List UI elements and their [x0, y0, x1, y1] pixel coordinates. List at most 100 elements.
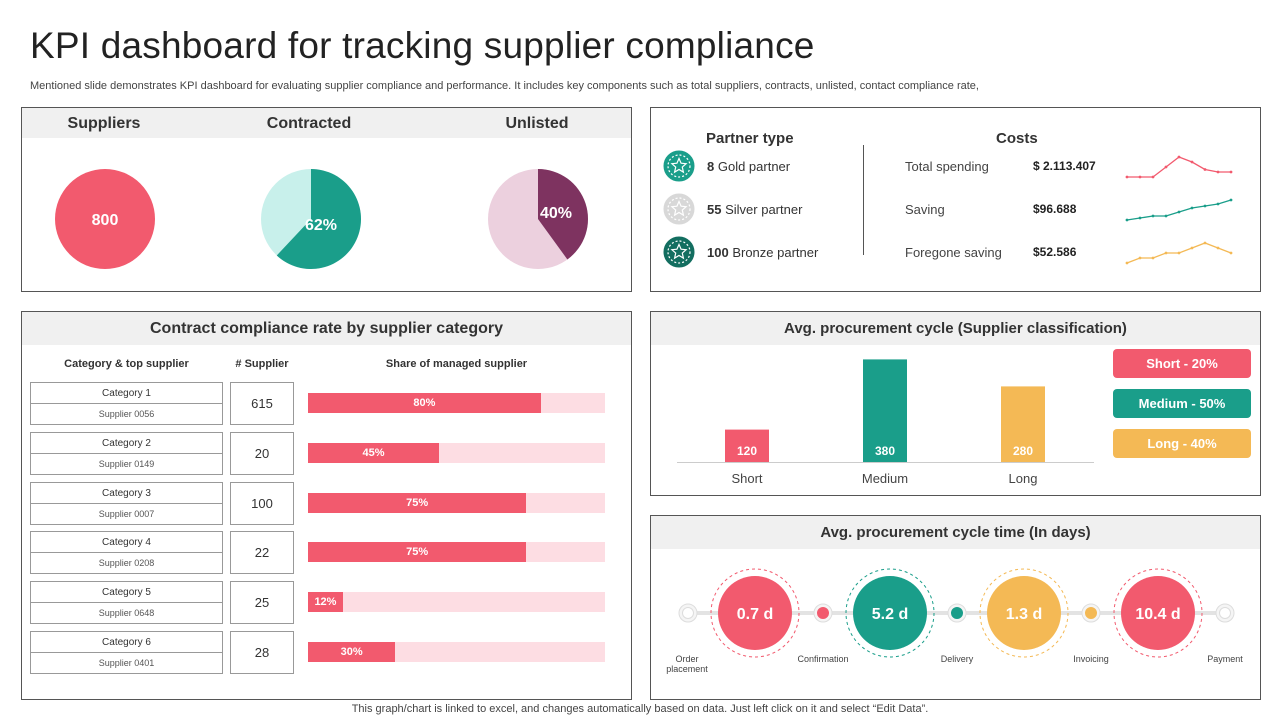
- cost-name: Foregone saving: [905, 245, 1002, 260]
- step-node: [817, 607, 829, 619]
- supplier-count: 100: [230, 481, 294, 525]
- sparkline-point: [1229, 251, 1233, 255]
- footer-note: This graph/chart is linked to excel, and…: [351, 703, 929, 715]
- suppliers-label: Suppliers: [67, 115, 141, 132]
- suppliers-value: 800: [92, 212, 119, 229]
- silver-medal-icon: [663, 193, 695, 225]
- legend-item: Short - 20%: [1113, 349, 1251, 378]
- partner-label: Silver partner: [725, 202, 803, 217]
- cycle-time-title: Avg. procurement cycle time (In days): [651, 516, 1260, 549]
- category-cell: Category 6 Supplier 0401: [30, 631, 223, 674]
- page-title: KPI dashboard for tracking supplier comp…: [30, 25, 815, 66]
- sparkline-point: [1138, 216, 1142, 220]
- top-supplier: Supplier 0007: [98, 508, 155, 519]
- col-category-header: Category & top supplier: [64, 358, 189, 370]
- kpi-header-band: [22, 108, 631, 138]
- contracted-label: Contracted: [266, 115, 352, 132]
- unlisted-value-slice: [538, 169, 588, 260]
- sparkline-point: [1190, 160, 1194, 164]
- top-supplier: Supplier 0401: [98, 658, 155, 668]
- step-label: Confirmation: [797, 654, 849, 664]
- partner-count: 100: [707, 245, 729, 260]
- partner-row: 8 Gold partner: [663, 149, 863, 183]
- sparkline-point: [1138, 256, 1142, 260]
- sparkline-point: [1125, 175, 1129, 179]
- category-cell: Category 2 Supplier 0149: [30, 431, 223, 475]
- step-node: [682, 607, 694, 619]
- share-bar: 75%: [308, 542, 527, 563]
- divider: [863, 145, 864, 255]
- procurement-cycle-panel: Avg. procurement cycle (Supplier classif…: [650, 311, 1261, 496]
- x-tick-label: Short: [731, 471, 762, 486]
- sparkline-point: [1177, 210, 1181, 214]
- suppliers-circle: 800: [54, 168, 156, 270]
- col-supplier-header: # Supplier: [235, 358, 289, 370]
- cycle-value-ring: [845, 568, 935, 658]
- cycle-diagram: 0.7 d 5.2 d 1.3 d 10.4 d: [678, 568, 1235, 658]
- partner-count: 8: [707, 159, 715, 174]
- unlisted-pie: 40%: [487, 168, 589, 270]
- cycle-value-ring: [1113, 568, 1203, 658]
- cost-name: Total spending: [905, 159, 989, 174]
- compliance-panel: Contract compliance rate by supplier cat…: [21, 311, 632, 700]
- unlisted-value: 40%: [540, 205, 572, 222]
- category-name: Category 2: [31, 433, 222, 454]
- share-bar: 12%: [308, 592, 343, 613]
- cycle-value-circle: [987, 576, 1061, 650]
- sparkline-point: [1177, 251, 1181, 255]
- cost-value: $52.586: [1033, 245, 1077, 259]
- sparkline-point: [1125, 218, 1129, 222]
- top-supplier: Supplier 0648: [98, 608, 155, 619]
- cycle-value: 5.2 d: [872, 606, 908, 623]
- share-bar-track: 80%: [308, 393, 605, 413]
- kpi-panel: Suppliers Contracted Unlisted 800 62% 40…: [21, 107, 632, 292]
- category-cell: Category 1 Supplier 0056: [30, 382, 223, 425]
- sparkline-point: [1216, 170, 1220, 174]
- cycle-value: 10.4 d: [1135, 606, 1180, 623]
- page-subtitle: Mentioned slide demonstrates KPI dashboa…: [30, 80, 979, 92]
- step-label: Delivery: [940, 654, 974, 664]
- sparkline-point: [1151, 175, 1155, 179]
- unlisted-label: Unlisted: [505, 115, 569, 132]
- share-bar-track: 45%: [308, 442, 605, 463]
- cycle-time-panel: Avg. procurement cycle time (In days) 0.…: [650, 515, 1261, 700]
- top-supplier: Supplier 0056: [98, 409, 155, 419]
- bar-medium: [863, 359, 907, 462]
- sparkline-point: [1216, 246, 1220, 250]
- supplier-count: 615: [230, 382, 294, 425]
- partner-type-title: Partner type: [706, 130, 794, 147]
- category-name: Category 6: [31, 632, 222, 653]
- share-bar-track: 75%: [308, 492, 605, 513]
- share-bar-track: 12%: [308, 592, 605, 613]
- sparkline-point: [1229, 170, 1233, 174]
- sparkline-point: [1151, 214, 1155, 218]
- bar-value-label: 120: [737, 444, 757, 458]
- sparkline-point: [1164, 165, 1168, 169]
- share-bar: 30%: [308, 642, 396, 662]
- share-bar: 45%: [308, 442, 439, 463]
- sparkline-point: [1190, 246, 1194, 250]
- legend-item: Medium - 50%: [1113, 389, 1251, 418]
- contracted-value: 62%: [305, 217, 337, 234]
- sparkline-point: [1164, 251, 1168, 255]
- cost-row: Saving $96.688: [905, 192, 1255, 226]
- category-name: Category 4: [31, 532, 222, 554]
- x-tick-label: Long: [1009, 471, 1038, 486]
- costs-title: Costs: [996, 130, 1038, 147]
- sparkline-point: [1203, 168, 1207, 171]
- cost-sparkline: [1125, 155, 1233, 179]
- share-bar-track: 30%: [308, 642, 605, 662]
- bar-value-label: 280: [1013, 444, 1033, 458]
- cycle-value: 0.7 d: [737, 606, 773, 623]
- top-supplier: Supplier 0149: [98, 458, 155, 469]
- share-bar-track: 75%: [308, 542, 605, 563]
- cycle-value: 1.3 d: [1006, 606, 1042, 623]
- step-node: [1085, 607, 1097, 619]
- partner-count: 55: [707, 202, 722, 217]
- cycle-value-ring: [979, 568, 1069, 658]
- bronze-medal-icon: [663, 236, 695, 268]
- category-cell: Category 3 Supplier 0007: [30, 481, 223, 525]
- col-share-header: Share of managed supplier: [385, 358, 528, 370]
- contracted-value-slice: [276, 169, 361, 269]
- x-tick-label: Medium: [862, 471, 908, 486]
